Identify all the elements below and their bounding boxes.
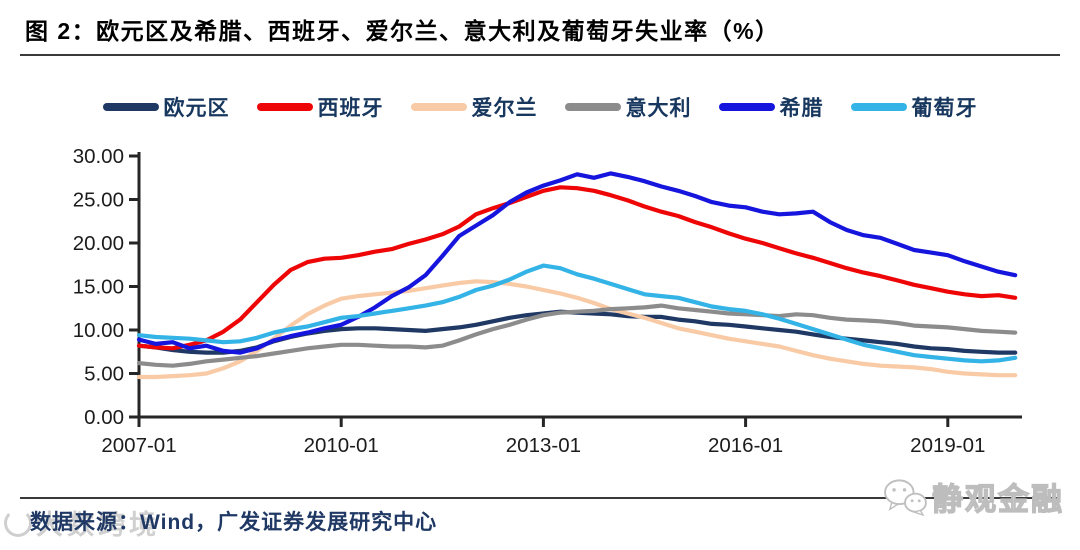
chart-title: 图 2：欧元区及希腊、西班牙、爱尔兰、意大利及葡萄牙失业率（%）: [25, 18, 780, 44]
legend-item-ireland: 爱尔兰: [410, 92, 538, 122]
series-line-italy: [136, 303, 1018, 368]
series-line-greece: [136, 171, 1018, 355]
y-tick-label: 0.00: [84, 406, 124, 429]
legend-label-portugal: 葡萄牙: [911, 97, 978, 120]
x-tick-label: 2019-01: [910, 434, 985, 457]
y-tick-label: 25.00: [73, 189, 124, 212]
legend-label-italy: 意大利: [625, 97, 692, 120]
legend-swatch-portugal: [850, 103, 907, 111]
watermark-ring-icon: [4, 508, 32, 537]
watermark-left-text: 大数跨境: [36, 510, 160, 540]
legend-item-eurozone: 欧元区: [102, 92, 230, 122]
x-tick-label: 2013-01: [506, 434, 581, 457]
watermark-bottom-left: 大数跨境: [4, 503, 160, 542]
y-tick-label: 10.00: [73, 319, 124, 342]
legend-swatch-spain: [256, 103, 313, 111]
legend-label-spain: 西班牙: [317, 97, 384, 120]
title-divider: [20, 54, 1060, 56]
legend-item-spain: 西班牙: [256, 92, 384, 122]
watermark-bottom-right: 静观金融: [882, 474, 1064, 519]
wechat-icon: [884, 478, 927, 516]
data-source: 数据来源：Wind，广发证券发展研究中心: [30, 511, 438, 534]
legend-item-italy: 意大利: [564, 92, 692, 122]
y-tick-label: 15.00: [73, 276, 124, 299]
series-line-portugal: [136, 263, 1018, 364]
legend-label-greece: 希腊: [779, 97, 824, 120]
x-tick-label: 2010-01: [304, 434, 379, 457]
watermark-right-text: 静观金融: [931, 481, 1064, 517]
legend-item-portugal: 葡萄牙: [850, 92, 978, 122]
footer-divider: [20, 497, 1060, 499]
y-tick-label: 30.00: [73, 145, 124, 168]
legend-item-greece: 希腊: [718, 92, 824, 122]
legend-label-eurozone: 欧元区: [163, 97, 230, 120]
x-tick-label: 2016-01: [708, 434, 783, 457]
legend-label-ireland: 爱尔兰: [471, 97, 538, 120]
x-tick-label: 2007-01: [101, 434, 176, 457]
y-tick-label: 20.00: [73, 232, 124, 255]
series-line-spain: [136, 185, 1018, 351]
legend-swatch-greece: [718, 103, 775, 111]
series-line-ireland: [136, 279, 1018, 380]
legend-swatch-eurozone: [102, 103, 159, 111]
y-tick-label: 5.00: [84, 363, 124, 386]
legend: 欧元区 西班牙 爱尔兰 意大利 希腊 葡萄牙: [0, 92, 1080, 122]
legend-swatch-ireland: [410, 103, 467, 111]
legend-swatch-italy: [564, 103, 621, 111]
